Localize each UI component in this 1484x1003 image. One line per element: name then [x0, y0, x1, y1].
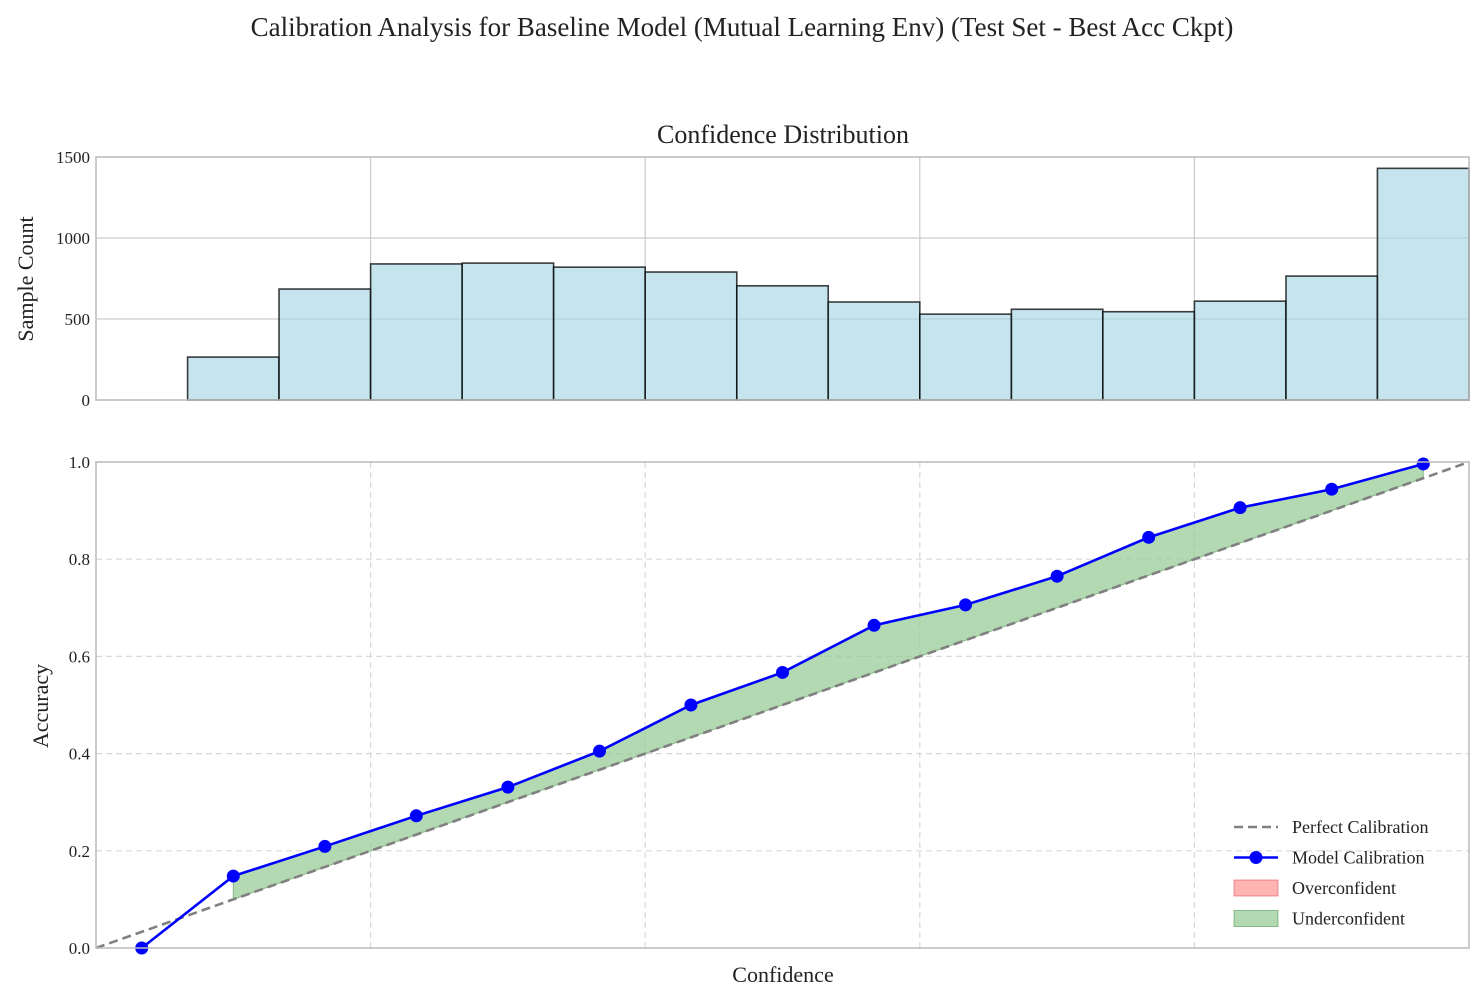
histogram-bar	[552, 266, 647, 401]
histogram-bar	[1285, 275, 1379, 401]
histogram-y-label: Sample Count	[13, 216, 38, 341]
calibration-y-tick-label: 0.0	[69, 939, 90, 958]
histogram-bar	[1010, 308, 1104, 401]
calibration-y-tick-label: 0.4	[69, 745, 91, 764]
model-calibration-point	[684, 698, 698, 712]
histogram-bar	[644, 271, 738, 401]
legend-overconfident-swatch	[1233, 879, 1279, 897]
model-calibration-point	[959, 598, 973, 612]
model-calibration-point	[501, 780, 515, 794]
figure-title: Calibration Analysis for Baseline Model …	[251, 12, 1234, 42]
model-calibration-point	[226, 869, 240, 883]
model-calibration-point	[409, 809, 423, 823]
histogram-bar	[186, 356, 280, 401]
histogram-bar	[278, 288, 372, 401]
calibration-y-tick-label: 0.2	[69, 842, 90, 861]
reliability-diagram: Accuracy Confidence 0.0 0.2 0.4 0.6 0.8 1.0 Pe…	[28, 453, 1470, 987]
legend-model-marker	[1249, 851, 1263, 864]
model-calibration-point	[1325, 482, 1339, 496]
legend: Perfect Calibration Model Calibration Over…	[1233, 817, 1428, 929]
legend-underconfident-swatch	[1233, 910, 1279, 927]
calibration-y-tick-label: 0.8	[69, 550, 90, 569]
histogram-bar	[1376, 167, 1470, 401]
histogram-y-tick-label: 0	[82, 391, 91, 410]
confidence-histogram: Confidence Distribution Sample Count 0 50…	[13, 120, 1470, 410]
histogram-y-tick-label: 1500	[56, 148, 90, 167]
calibration-y-tick-label: 0.6	[69, 647, 90, 666]
calibration-y-label: Accuracy	[28, 664, 53, 748]
histogram-bar	[369, 263, 463, 401]
model-calibration-point	[318, 839, 332, 853]
perfect-calibration-line	[95, 460, 1470, 950]
histogram-bar	[918, 313, 1013, 401]
model-calibration-point	[1142, 530, 1156, 544]
legend-model-label: Model Calibration	[1292, 848, 1424, 868]
histogram-bar	[1102, 310, 1196, 401]
underconfident-region	[232, 463, 1424, 901]
calibration-frame	[95, 461, 1470, 949]
legend-perfect-label: Perfect Calibration	[1292, 817, 1428, 837]
model-calibration-point	[1233, 501, 1247, 515]
model-calibration-point	[1050, 569, 1064, 583]
model-calibration-point	[776, 665, 789, 679]
histogram-bar	[827, 301, 921, 401]
histogram-frame	[95, 156, 1470, 401]
model-calibration-point	[1416, 457, 1430, 471]
legend-overconfident-label: Overconfident	[1292, 878, 1396, 898]
histogram-title: Confidence Distribution	[657, 120, 909, 149]
calibration-x-label: Confidence	[732, 962, 833, 987]
calibration-y-tick-label: 1.0	[69, 453, 90, 472]
histogram-y-tick-label: 1000	[56, 229, 90, 248]
legend-underconfident-label: Underconfident	[1292, 909, 1405, 929]
histogram-bar	[461, 262, 555, 401]
histogram-y-tick-label: 500	[65, 310, 91, 329]
histogram-bar	[735, 284, 830, 401]
histogram-bar	[1193, 300, 1287, 401]
model-calibration-point	[592, 744, 606, 758]
model-calibration-point	[867, 618, 881, 632]
